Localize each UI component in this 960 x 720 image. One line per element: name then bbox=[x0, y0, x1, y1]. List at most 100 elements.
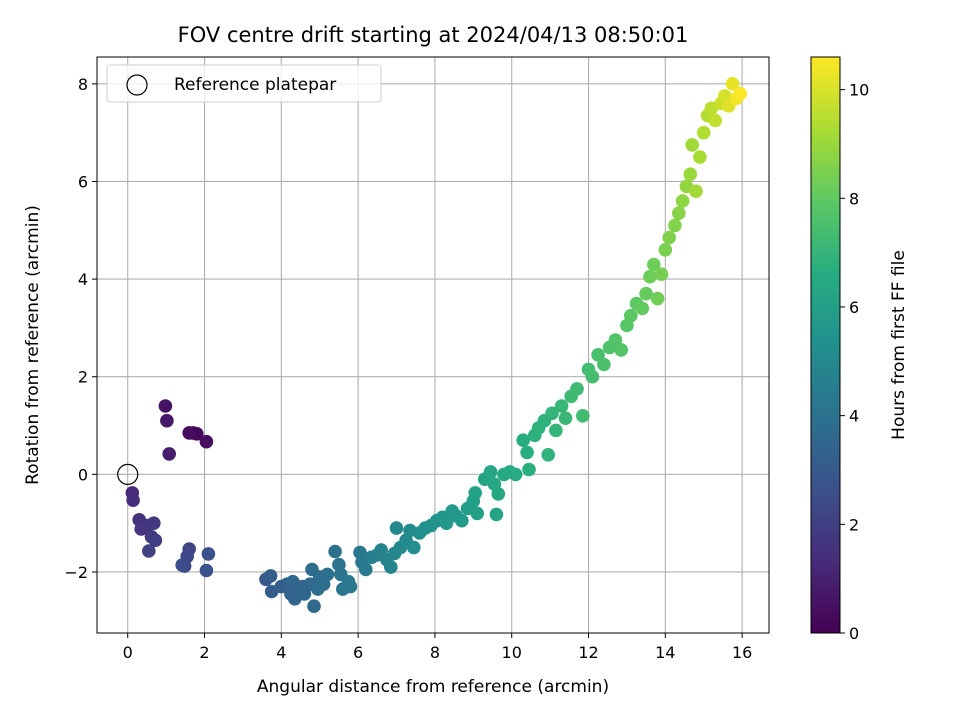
x-axis-label: Angular distance from reference (arcmin) bbox=[257, 677, 609, 697]
data-point bbox=[343, 579, 358, 594]
data-point bbox=[554, 399, 569, 413]
data-point bbox=[483, 465, 498, 479]
data-point bbox=[328, 544, 342, 559]
data-point bbox=[489, 507, 504, 522]
data-point bbox=[689, 184, 703, 198]
data-point bbox=[468, 486, 483, 500]
data-point bbox=[675, 194, 690, 208]
y-tick-label: 2 bbox=[78, 368, 88, 387]
colorbar-tick-label: 0 bbox=[849, 624, 859, 643]
x-tick-label: 4 bbox=[276, 643, 286, 662]
data-point bbox=[683, 167, 698, 181]
data-point bbox=[643, 269, 657, 284]
legend-box bbox=[106, 64, 382, 103]
gridlines bbox=[97, 57, 769, 633]
data-point bbox=[311, 582, 325, 596]
data-point bbox=[545, 406, 559, 421]
data-point bbox=[439, 516, 454, 530]
colorbar-tick-label: 6 bbox=[849, 298, 859, 317]
data-point bbox=[142, 544, 156, 558]
x-tick-label: 0 bbox=[123, 643, 133, 662]
data-point bbox=[685, 138, 699, 152]
data-point bbox=[263, 569, 278, 583]
colorbar: 0 2 4 6 8 10 Hours from first FF file bbox=[810, 56, 909, 643]
data-point bbox=[624, 308, 638, 323]
y-tick-label: 4 bbox=[78, 270, 88, 289]
legend: Reference platepar bbox=[106, 64, 382, 103]
data-point bbox=[522, 462, 536, 477]
colorbar-tick-label: 10 bbox=[849, 81, 869, 100]
data-point bbox=[733, 86, 747, 101]
data-point bbox=[374, 543, 389, 557]
data-point bbox=[668, 218, 682, 233]
colorbar-gradient bbox=[811, 57, 840, 633]
data-point bbox=[696, 125, 711, 140]
data-point bbox=[614, 343, 628, 357]
y-tick-label: 0 bbox=[78, 465, 88, 484]
data-point bbox=[693, 150, 707, 164]
colorbar-tick-label: 8 bbox=[849, 189, 859, 208]
x-tick-label: 16 bbox=[732, 643, 752, 662]
data-point bbox=[201, 547, 216, 561]
y-tick-label: 6 bbox=[78, 172, 88, 191]
legend-entry-reference-platepar: Reference platepar bbox=[174, 75, 336, 95]
x-tick-label: 6 bbox=[353, 643, 363, 662]
data-point bbox=[558, 411, 573, 426]
colorbar-label: Hours from first FF file bbox=[889, 250, 909, 440]
data-point bbox=[199, 563, 214, 578]
data-point bbox=[175, 558, 189, 572]
data-point bbox=[160, 413, 174, 428]
data-point bbox=[470, 506, 485, 521]
y-axis-ticks: −2 0 2 4 6 8 bbox=[64, 75, 97, 582]
data-point bbox=[307, 599, 321, 613]
colorbar-ticks: 0 2 4 6 8 10 bbox=[840, 81, 869, 643]
x-tick-label: 2 bbox=[199, 643, 209, 662]
data-point bbox=[389, 521, 404, 535]
x-axis-ticks: 0 2 4 6 8 10 12 14 16 bbox=[123, 633, 752, 662]
data-point bbox=[491, 487, 506, 501]
data-point bbox=[359, 562, 373, 577]
colorbar-tick-label: 2 bbox=[849, 515, 859, 534]
colorbar-frame bbox=[810, 56, 841, 634]
y-tick-label: 8 bbox=[78, 75, 88, 94]
data-point bbox=[516, 433, 530, 448]
data-point bbox=[597, 357, 611, 372]
y-axis-label: Rotation from reference (arcmin) bbox=[23, 205, 43, 485]
data-point bbox=[708, 113, 722, 128]
data-point bbox=[407, 540, 421, 555]
data-point bbox=[650, 291, 665, 306]
data-point bbox=[647, 257, 661, 272]
x-tick-label: 8 bbox=[430, 643, 440, 662]
legend-marker-open-circle bbox=[126, 74, 148, 96]
reference-marker-layer bbox=[117, 463, 139, 485]
data-point bbox=[158, 399, 173, 413]
data-point bbox=[148, 533, 163, 548]
data-point bbox=[320, 567, 335, 582]
data-point bbox=[455, 513, 469, 528]
x-tick-label: 12 bbox=[578, 643, 598, 662]
data-point bbox=[162, 447, 176, 461]
data-point bbox=[672, 206, 686, 220]
data-point bbox=[654, 267, 669, 282]
data-point bbox=[585, 369, 600, 384]
data-points bbox=[125, 77, 747, 613]
colorbar-tick-label: 4 bbox=[849, 407, 859, 426]
reference-platepar-marker bbox=[117, 463, 139, 485]
data-point bbox=[384, 560, 398, 574]
data-point bbox=[662, 230, 676, 245]
y-tick-label: −2 bbox=[64, 563, 88, 582]
data-point bbox=[549, 423, 563, 438]
data-point bbox=[639, 286, 653, 301]
data-point bbox=[635, 301, 650, 316]
data-point bbox=[658, 243, 673, 257]
plot-frame bbox=[96, 56, 770, 634]
data-point bbox=[508, 467, 523, 482]
data-point bbox=[520, 445, 534, 460]
data-point bbox=[147, 516, 161, 530]
x-tick-label: 14 bbox=[655, 643, 675, 662]
data-point bbox=[126, 493, 140, 508]
chart-title: FOV centre drift starting at 2024/04/13 … bbox=[178, 23, 689, 47]
x-tick-label: 10 bbox=[502, 643, 522, 662]
data-point bbox=[608, 333, 623, 347]
